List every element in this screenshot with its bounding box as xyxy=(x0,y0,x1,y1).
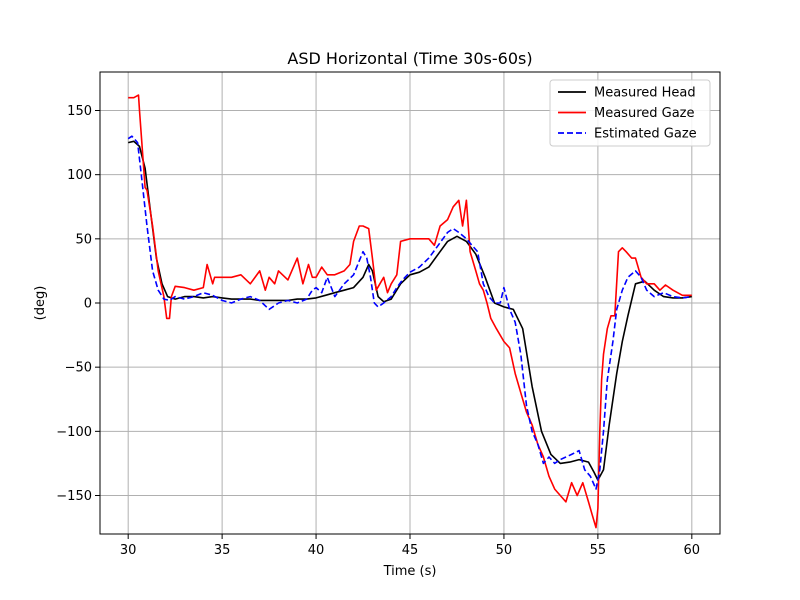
x-tick-label: 60 xyxy=(684,543,701,558)
y-tick-label: 50 xyxy=(75,232,92,247)
y-tick-label: −150 xyxy=(56,489,92,504)
y-tick-label: −100 xyxy=(56,425,92,440)
legend-box xyxy=(549,79,711,147)
series-line-measured-gaze xyxy=(128,94,692,529)
legend: Measured Head Measured Gaze Estimated Gaze xyxy=(549,79,711,147)
tick-marks: 30 35 40 45 50 55 60 −150 −100 −50 0 50 100 150 xyxy=(56,104,700,558)
y-tick-label: 150 xyxy=(67,104,92,119)
y-tick-label: 0 xyxy=(84,297,92,312)
legend-label: Measured Head xyxy=(594,86,696,101)
chart-title: ASD Horizontal (Time 30s-60s) xyxy=(287,49,532,68)
series-layer xyxy=(127,94,692,529)
x-axis-label: Time (s) xyxy=(383,564,437,579)
x-tick-label: 30 xyxy=(120,543,137,558)
x-tick-label: 45 xyxy=(402,543,419,558)
grid-lines xyxy=(100,72,720,534)
x-tick-label: 40 xyxy=(308,543,325,558)
y-axis-label: (deg) xyxy=(33,286,48,321)
legend-label: Estimated Gaze xyxy=(594,127,697,142)
legend-label: Measured Gaze xyxy=(594,106,695,121)
series-line-estimated-gaze xyxy=(127,135,692,490)
x-tick-label: 55 xyxy=(590,543,607,558)
y-tick-label: 100 xyxy=(67,168,92,183)
x-tick-label: 50 xyxy=(496,543,513,558)
x-tick-label: 35 xyxy=(214,543,231,558)
y-tick-label: −50 xyxy=(65,361,92,376)
